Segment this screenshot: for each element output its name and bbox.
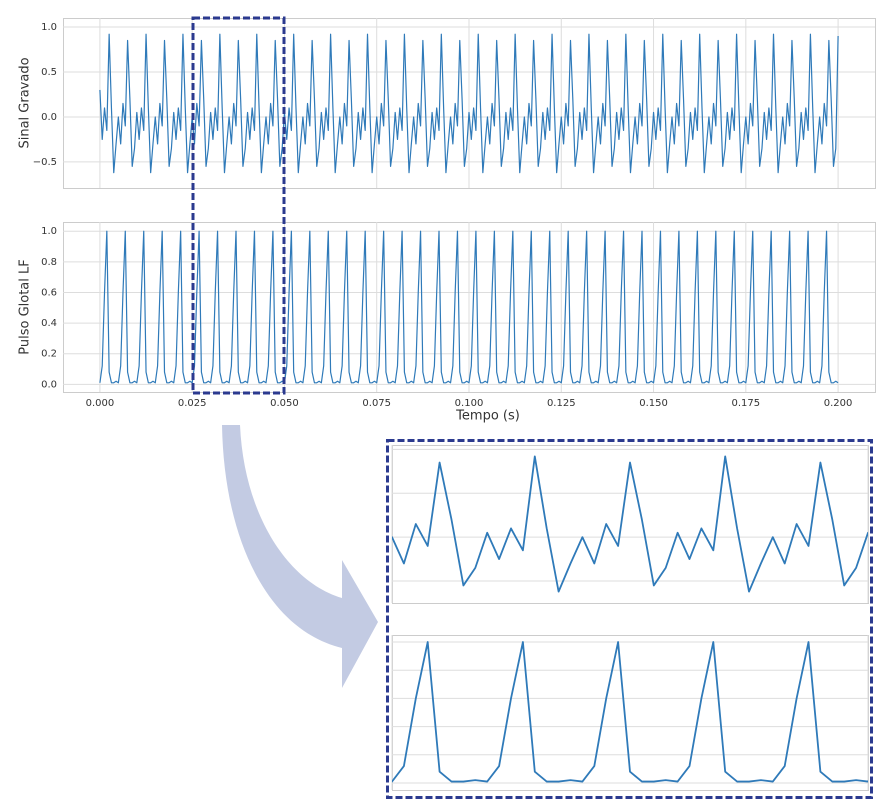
x-axis-label: Tempo (s) <box>455 409 520 424</box>
x-tick-label: 0.150 <box>639 398 668 409</box>
zoom-box <box>386 439 873 799</box>
y-tick-label: 0.5 <box>41 67 57 78</box>
x-tick-label: 0.175 <box>731 398 760 409</box>
selection-box <box>191 16 286 395</box>
x-tick-label: 0.200 <box>824 398 853 409</box>
zoom-arrow <box>222 425 378 688</box>
y-tick-label: 0.6 <box>41 287 57 298</box>
x-tick-label: 0.025 <box>178 398 207 409</box>
x-tick-label: 0.050 <box>270 398 299 409</box>
y-axis-label: Sinal Gravado <box>18 57 33 148</box>
y-tick-label: 0.2 <box>41 349 57 360</box>
zoom-line <box>392 641 868 783</box>
y-tick-label: 0.8 <box>41 257 57 268</box>
x-tick-label: 0.075 <box>362 398 391 409</box>
zoom-line <box>392 455 868 593</box>
signal-line <box>99 33 839 174</box>
inset-frame <box>392 635 869 791</box>
y-tick-label: 0.0 <box>41 112 57 123</box>
y-tick-label: 0.0 <box>41 379 57 390</box>
y-tick-label: −0.5 <box>33 157 57 168</box>
x-tick-label: 0.100 <box>455 398 484 409</box>
x-tick-label: 0.000 <box>86 398 115 409</box>
x-tick-label: 0.125 <box>547 398 576 409</box>
y-tick-label: 1.0 <box>41 22 57 33</box>
y-axis-label: Pulso Glotal LF <box>18 259 33 355</box>
y-tick-label: 0.4 <box>41 318 57 329</box>
signal-line <box>99 230 839 384</box>
y-tick-label: 1.0 <box>41 226 57 237</box>
plots: −0.5 0.0 0.5 1.0 Sinal Gravado 0.0 0.2 0.4 0.6 0.… <box>18 18 876 791</box>
